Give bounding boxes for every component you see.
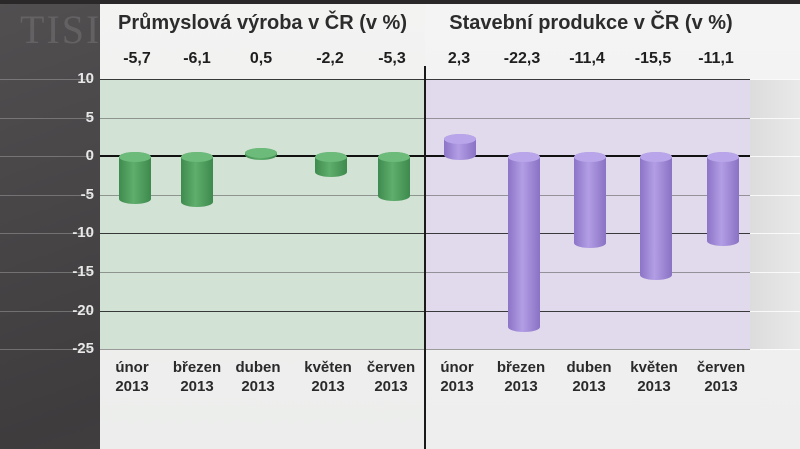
value-label: 0,5 — [249, 50, 273, 67]
gridline — [100, 310, 425, 312]
bar — [378, 152, 410, 202]
gridline — [750, 233, 800, 235]
gridline — [100, 194, 425, 196]
bar — [119, 152, 151, 205]
bar-cap — [707, 152, 739, 163]
gridline — [750, 156, 800, 158]
background-watermark: TISI — [20, 7, 102, 52]
construction-output-panel: Stavební produkce v ČR (v %) 2,3 -22,3 -… — [425, 4, 800, 449]
bar — [181, 152, 213, 208]
bar-cap — [508, 152, 540, 163]
bar-cap — [640, 152, 672, 163]
gridline — [425, 117, 750, 119]
value-label: -11,4 — [569, 50, 605, 67]
y-gridline — [0, 349, 92, 351]
x-label: únor 2013 — [440, 359, 474, 395]
gridline — [100, 79, 425, 80]
value-label: -6,1 — [183, 50, 211, 67]
plot-area — [100, 79, 425, 351]
gridline — [425, 272, 750, 273]
value-label: -5,3 — [378, 50, 406, 67]
value-label: -22,3 — [503, 50, 541, 67]
bar-cap — [378, 152, 410, 163]
gridline — [425, 310, 750, 312]
panel-title: Průmyslová výroba v ČR (v %) — [118, 12, 407, 34]
y-tick-label: -10 — [72, 224, 94, 242]
value-label: -2,2 — [316, 50, 344, 67]
x-label: březen 2013 — [172, 359, 222, 395]
value-label: -15,5 — [634, 50, 672, 67]
x-label: duben 2013 — [566, 359, 612, 395]
y-tick-label: -20 — [72, 301, 94, 319]
gridline — [750, 79, 800, 80]
x-label: duben 2013 — [235, 359, 281, 395]
y-gridline — [0, 233, 92, 235]
value-labels-row: -5,7 -6,1 0,5 -2,2 -5,3 — [100, 50, 425, 72]
panel-divider — [424, 66, 426, 449]
bar-cap — [444, 134, 476, 145]
value-label: 2,3 — [447, 50, 471, 67]
gridline — [100, 349, 425, 351]
y-gridline — [0, 272, 92, 273]
bar-cap — [574, 152, 606, 163]
gridline — [425, 349, 750, 351]
y-gridline — [0, 156, 92, 158]
bar-cap — [181, 152, 213, 163]
bar — [508, 152, 540, 333]
gridline — [750, 349, 800, 351]
top-bar — [0, 0, 800, 4]
y-tick-label: -25 — [72, 340, 94, 358]
value-labels-row: 2,3 -22,3 -11,4 -15,5 -11,1 — [425, 50, 750, 72]
panel-title: Stavební produkce v ČR (v %) — [449, 12, 733, 34]
bar — [640, 152, 672, 280]
y-gridline — [0, 79, 92, 80]
bar-cap — [315, 152, 347, 163]
y-gridline — [0, 194, 92, 196]
y-gridline — [0, 117, 92, 119]
y-tick-label: -5 — [80, 185, 94, 203]
bar — [707, 152, 739, 246]
gridline — [100, 272, 425, 273]
x-label: červen 2013 — [366, 359, 416, 395]
x-label: červen 2013 — [696, 359, 746, 395]
industrial-production-panel: Průmyslová výroba v ČR (v %) -5,7 -6,1 0… — [100, 4, 425, 449]
y-tick-label: 0 — [85, 147, 94, 165]
value-label: -11,1 — [698, 50, 734, 67]
x-label: únor 2013 — [115, 359, 149, 395]
y-tick-label: 5 — [85, 108, 94, 126]
y-gridline — [0, 310, 92, 312]
gridline — [750, 117, 800, 119]
y-axis: TISI 10 5 0 -5 -10 -15 -20 -25 — [0, 0, 100, 449]
y-tick-label: 10 — [77, 70, 94, 87]
value-label: -5,7 — [123, 50, 151, 67]
gridline — [100, 233, 425, 235]
gridline — [750, 272, 800, 273]
bar — [245, 148, 277, 161]
gridline — [750, 310, 800, 312]
x-label: květen 2013 — [304, 359, 352, 395]
gridline — [100, 117, 425, 119]
bar-cap — [119, 152, 151, 163]
gridline — [750, 194, 800, 196]
bar — [574, 152, 606, 249]
bar — [444, 134, 476, 161]
bar — [315, 152, 347, 178]
x-label: květen 2013 — [630, 359, 678, 395]
y-tick-label: -15 — [72, 263, 94, 280]
plot-area — [425, 79, 750, 351]
bar-cap — [245, 148, 277, 159]
x-label: březen 2013 — [496, 359, 546, 395]
gridline — [425, 79, 750, 80]
plot-margin — [750, 79, 800, 351]
